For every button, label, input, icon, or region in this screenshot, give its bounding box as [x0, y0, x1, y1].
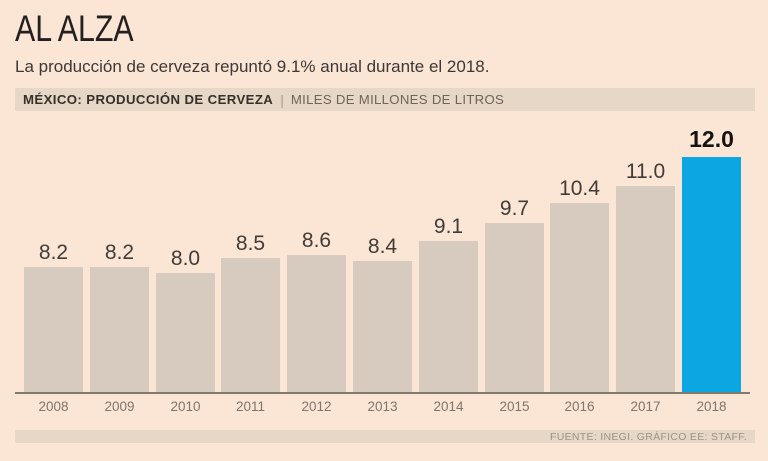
bar-value-label-2008: 8.2: [38, 241, 69, 264]
bar-2010: [156, 273, 215, 393]
bar-2014: [419, 241, 478, 393]
x-axis-label-2010: 2010: [170, 399, 201, 414]
chart-title: MÉXICO: PRODUCCIÓN DE CERVEZA: [23, 92, 274, 107]
bar-value-label-2016: 10.4: [559, 177, 600, 200]
page-subtitle: La producción de cerveza repuntó 9.1% an…: [15, 57, 490, 76]
bar-value-label-2018: 12.0: [689, 126, 734, 152]
chart-units-label: MILES DE MILLONES DE LITROS: [290, 92, 505, 107]
x-axis-label-2017: 2017: [630, 399, 661, 414]
bar-2011: [221, 258, 280, 393]
bar-value-label-2011: 8.5: [235, 232, 266, 255]
bar-2017: [616, 186, 675, 393]
bar-2008: [24, 267, 83, 393]
bar-value-label-2015: 9.7: [499, 197, 530, 220]
x-axis-label-2008: 2008: [38, 399, 69, 414]
bar-2015: [485, 223, 544, 393]
x-axis-label-2014: 2014: [433, 399, 464, 414]
bar-2009: [90, 267, 149, 393]
header-separator: |: [280, 91, 284, 108]
bar-value-label-2014: 9.1: [433, 215, 464, 238]
page-title: AL ALZA: [15, 8, 134, 49]
bar-value-label-2012: 8.6: [301, 229, 332, 252]
bar-value-label-2009: 8.2: [104, 241, 135, 264]
chart-header-strip: MÉXICO: PRODUCCIÓN DE CERVEZA | MILES DE…: [15, 88, 755, 111]
bar-2012: [287, 255, 346, 393]
x-axis-label-2011: 2011: [235, 399, 266, 414]
x-axis-line: [15, 392, 750, 394]
source-strip: FUENTE: INEGI. GRÁFICO EE: STAFF.: [15, 430, 755, 443]
source-credit: FUENTE: INEGI. GRÁFICO EE: STAFF.: [550, 430, 747, 443]
x-axis-label-2018: 2018: [696, 399, 727, 414]
x-axis-label-2012: 2012: [301, 399, 332, 414]
x-axis-label-2013: 2013: [367, 399, 398, 414]
x-axis-label-2009: 2009: [104, 399, 135, 414]
bar-value-label-2013: 8.4: [367, 235, 398, 258]
x-axis-label-2015: 2015: [499, 399, 530, 414]
x-axis-label-2016: 2016: [564, 399, 595, 414]
bar-2018: [682, 157, 741, 393]
bar-value-label-2017: 11.0: [625, 160, 666, 183]
bar-value-label-2010: 8.0: [170, 247, 201, 270]
bar-2013: [353, 261, 412, 393]
bar-2016: [550, 203, 609, 393]
